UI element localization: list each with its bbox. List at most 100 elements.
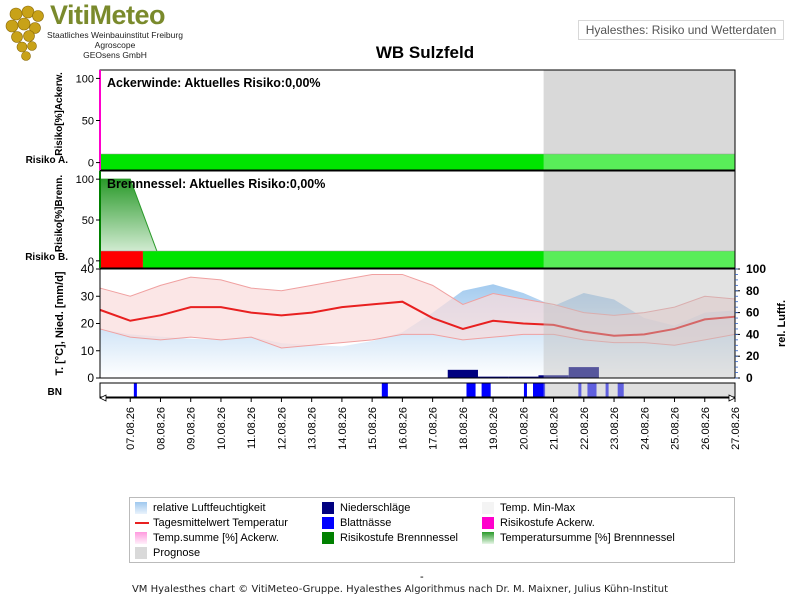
y2-tick-label: 40 <box>746 327 760 341</box>
y2-axis-label: rel. Luftf. <box>776 300 788 347</box>
leaf-wetness-panel: BN <box>48 382 736 398</box>
rain-bar <box>447 369 478 378</box>
leaf-wetness-bar <box>466 383 476 397</box>
legend-swatch <box>135 522 149 524</box>
legend-swatch <box>482 502 494 514</box>
x-tick-label: 24.08.26 <box>639 407 651 450</box>
legend-swatch <box>135 532 147 544</box>
legend: relative Luftfeuchtigkeit Niederschläge Te… <box>129 497 735 563</box>
risk-band-segment <box>100 251 143 268</box>
brand-name: VitiMeteo <box>50 0 166 30</box>
leaf-wetness-bar <box>533 383 546 397</box>
x-tick-label: 14.08.26 <box>337 407 349 450</box>
brand-line-2: Agroscope <box>94 40 136 50</box>
rain-bar <box>508 376 539 378</box>
y2-tick-label: 60 <box>746 306 760 320</box>
x-tick-label: 09.08.26 <box>186 407 198 450</box>
x-tick-label: 10.08.26 <box>216 407 228 450</box>
x-tick-label: 19.08.26 <box>488 407 500 450</box>
legend-label: Niederschläge <box>340 502 411 514</box>
date-axis: 07.08.26 08.08.26 09.08.26 10.08.26 11.08.26… <box>99 394 742 450</box>
leaf-wetness-bar <box>481 383 491 397</box>
risk-band-segment <box>100 154 735 170</box>
forecast-shading <box>543 269 735 378</box>
y-tick-label: 0 <box>87 371 94 385</box>
legend-label: Risikostufe Brennnessel <box>340 532 459 544</box>
panel-title: Ackerwinde: Aktuelles Risiko:0,00% <box>107 76 321 90</box>
leaf-wetness-bar <box>133 383 137 397</box>
panel-title: Brennnessel: Aktuelles Risiko:0,00% <box>107 177 325 191</box>
x-tick-label: 18.08.26 <box>458 407 470 450</box>
x-tick-label: 12.08.26 <box>276 407 288 450</box>
y2-tick-label: 100 <box>746 262 766 276</box>
y2-tick-label: 0 <box>746 371 753 385</box>
legend-label: relative Luftfeuchtigkeit <box>153 502 266 514</box>
brand-line-3: GEOsens GmbH <box>83 50 147 60</box>
risk-band-label: Risiko B. <box>25 252 68 263</box>
vitimeteo-logo: VitiMeteo Staatliches Weinbauinstitut Fr… <box>4 0 194 64</box>
chart-type-label: Hyalesthes: Risiko und Wetterdaten <box>578 20 784 40</box>
x-tick-label: 16.08.26 <box>397 407 409 450</box>
brand-line-1: Staatliches Weinbauinstitut Freiburg <box>47 30 183 40</box>
x-tick-label: 13.08.26 <box>307 407 319 450</box>
footer-mark: - <box>420 571 424 583</box>
x-tick-label: 15.08.26 <box>367 407 379 450</box>
y-tick-label: 20 <box>81 317 95 331</box>
x-tick-label: 17.08.26 <box>428 407 440 450</box>
x-tick-label: 20.08.26 <box>518 407 530 450</box>
y-tick-label: 0 <box>88 256 94 268</box>
x-tick-label: 07.08.26 <box>125 407 137 450</box>
x-tick-label: 25.08.26 <box>670 407 682 450</box>
grape-logo-icon <box>5 5 44 61</box>
legend-label: Prognose <box>153 547 201 559</box>
rain-bar <box>568 367 599 378</box>
rain-bar <box>538 375 569 378</box>
temp-min-line <box>99 328 736 349</box>
legend-label: Risikostufe Ackerw. <box>500 517 595 529</box>
x-tick-label: 26.08.26 <box>700 407 712 450</box>
forecast-shading <box>543 383 735 397</box>
x-tick-label: 22.08.26 <box>579 407 591 450</box>
copyright-footer: VM Hyalesthes chart © VitiMeteo-Gruppe. … <box>131 584 669 595</box>
y-tick-label: 50 <box>82 116 94 128</box>
y-tick-label: 50 <box>82 215 94 227</box>
x-tick-label: 11.08.26 <box>246 407 258 449</box>
y-tick-label: 100 <box>76 174 94 186</box>
rain-bar <box>477 376 509 378</box>
y-tick-label: 40 <box>81 262 95 276</box>
forecast-shading <box>543 70 735 170</box>
ackerwinde-panel: 100 50 0 Ackerwinde: Aktuelles Risiko:0,00%… <box>26 69 736 171</box>
x-tick-label: 21.08.26 <box>549 407 561 450</box>
legend-label: Temp. Min-Max <box>500 502 576 514</box>
y-axis-label: Risiko[%]Brenn. <box>54 175 65 252</box>
panel-border <box>99 382 736 398</box>
legend-label: Temperatursumme [%] Brennnessel <box>500 532 675 544</box>
y-tick-label: 30 <box>81 289 95 303</box>
legend-swatch <box>135 547 147 559</box>
legend-swatch <box>482 517 494 529</box>
leaf-wetness-bar <box>381 383 388 397</box>
legend-swatch <box>482 532 494 544</box>
legend-swatch <box>135 502 147 514</box>
risk-band-forecast-overlay <box>543 251 735 268</box>
y-axis-label: T. [°C], Nied. [mm/d] <box>54 271 66 375</box>
x-tick-label: 27.08.26 <box>730 407 742 450</box>
risk-band-forecast-overlay <box>543 154 735 170</box>
hyalesthes-chart: 100 50 0 Ackerwinde: Aktuelles Risiko:0,00%… <box>25 69 788 450</box>
legend-label: Temp.summe [%] Ackerw. <box>153 532 279 544</box>
x-tick-label: 23.08.26 <box>609 407 621 450</box>
temp-max-line <box>99 273 736 316</box>
y-tick-label: 100 <box>76 73 94 85</box>
leaf-wetness-label: BN <box>48 387 62 398</box>
y2-tick-label: 80 <box>746 284 760 298</box>
mean-temp-line <box>99 300 736 337</box>
axis-arrow-icon <box>99 394 736 402</box>
legend-swatch <box>322 517 334 529</box>
legend-label: Blattnässe <box>340 517 392 529</box>
legend-swatch <box>322 532 334 544</box>
x-tick-label: 08.08.26 <box>155 407 167 450</box>
station-title: WB Sulzfeld <box>375 43 475 62</box>
y-tick-label: 0 <box>88 158 94 170</box>
leaf-wetness-bar <box>523 383 527 397</box>
